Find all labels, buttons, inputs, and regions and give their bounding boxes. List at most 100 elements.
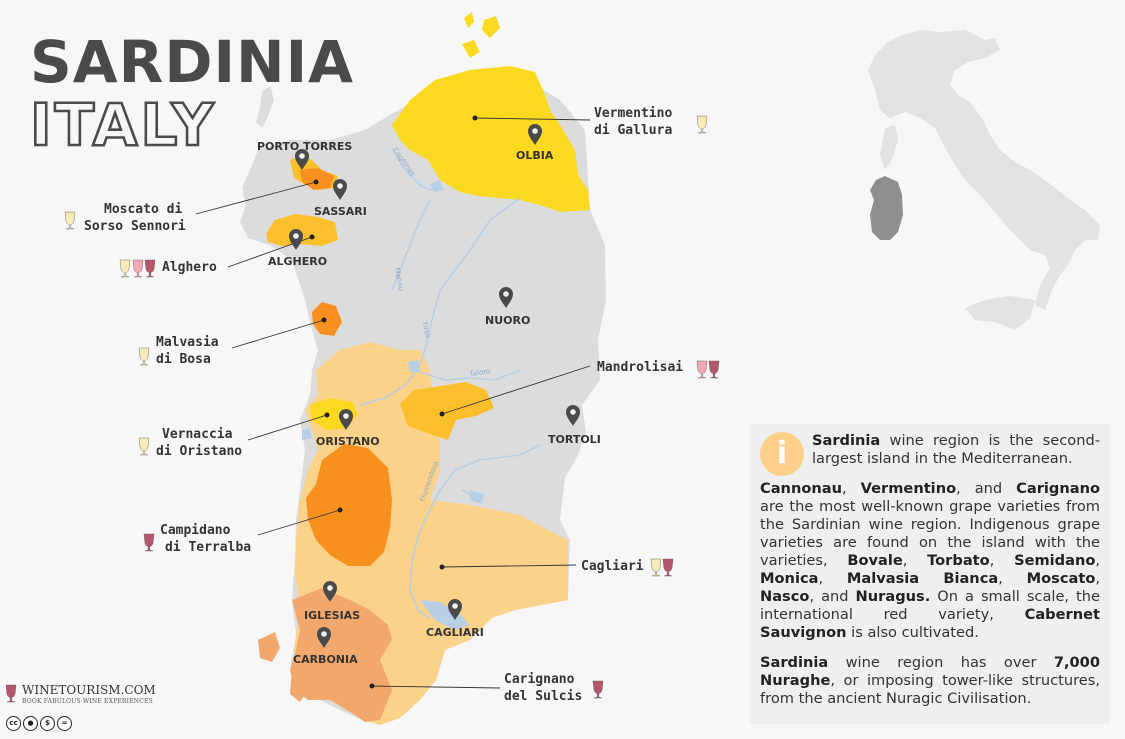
city-alghero: ALGHERO bbox=[268, 255, 327, 268]
river-label-mannu: Mannu bbox=[393, 267, 405, 292]
label-malvasia-1: Malvasia bbox=[156, 335, 219, 350]
info-p3-segment: wine region has over bbox=[828, 654, 1054, 671]
region-carignano-del-sulcis bbox=[290, 588, 392, 722]
region-moscato-orange-core bbox=[300, 168, 334, 190]
label-alghero: Alghero bbox=[162, 260, 217, 275]
rose-wine-glass-icon bbox=[132, 259, 144, 278]
cc-icon: cc bbox=[6, 716, 21, 731]
info-p2-segment: Monica bbox=[760, 570, 819, 587]
label-mandrolisai: Mandrolisai bbox=[597, 360, 683, 375]
red-wine-glass-icon bbox=[143, 533, 155, 552]
info-p2-segment: are the most well-known grape varieties … bbox=[760, 498, 1100, 569]
info-p2-segment: Malvasia Bianca bbox=[846, 570, 999, 587]
info-p2-segment: , bbox=[818, 570, 847, 587]
info-p2-segment: Semidano bbox=[1014, 552, 1096, 569]
label-vermentino-di-gallura-2: di Gallura bbox=[594, 123, 672, 138]
info-paragraph-1: Sardinia wine region is the second-large… bbox=[812, 432, 1100, 468]
city-nuoro: NUORO bbox=[485, 314, 530, 327]
italy-mainland bbox=[868, 30, 1100, 310]
info-paragraph-3: Sardinia wine region has over 7,000 Nura… bbox=[760, 654, 1100, 708]
info-p3-segment: Sardinia bbox=[760, 654, 829, 671]
label-vernaccia-2: di Oristano bbox=[156, 444, 242, 459]
map-title: SARDINIA bbox=[30, 28, 354, 96]
region-campidano-di-terralba bbox=[306, 444, 392, 566]
white-wine-glass-icon bbox=[138, 437, 150, 456]
info-panel: i Sardinia wine region is the second-lar… bbox=[750, 424, 1110, 724]
leader-dots bbox=[309, 115, 478, 689]
label-malvasia-2: di Bosa bbox=[156, 352, 211, 367]
label-carignano-1: Carignano bbox=[504, 672, 575, 687]
city-olbia: OLBIA bbox=[516, 149, 554, 162]
info-p2-segment: is also cultivated. bbox=[846, 624, 979, 641]
info-p2-segment: , and bbox=[809, 588, 856, 605]
city-carbonia: CARBONIA bbox=[293, 653, 358, 666]
nd-icon: = bbox=[57, 716, 72, 731]
label-vernaccia-1: Vernaccia bbox=[162, 427, 233, 442]
info-p2-segment: Cannonau bbox=[760, 480, 842, 497]
white-wine-glass-icon bbox=[119, 259, 131, 278]
city-cagliari: CAGLIARI bbox=[426, 626, 484, 639]
red-wine-glass-icon bbox=[708, 360, 720, 379]
info-p1-text: wine region is the second-largest island… bbox=[812, 432, 1100, 467]
leader-lines bbox=[195, 117, 591, 689]
info-p2-segment: , bbox=[998, 570, 1027, 587]
info-p2-segment: Bovale bbox=[847, 552, 903, 569]
info-p2-segment: , bbox=[1095, 552, 1101, 569]
city-sassari: SASSARI bbox=[314, 205, 367, 218]
maddalena-islands bbox=[462, 12, 500, 58]
info-p3-segment: , or imposing tower-like structures, fro… bbox=[760, 672, 1100, 707]
label-carignano-2: del Sulcis bbox=[504, 689, 582, 704]
info-p2-segment: Nasco bbox=[760, 588, 810, 605]
brand-glass-icon bbox=[5, 684, 17, 703]
region-mandrolisai bbox=[400, 382, 494, 440]
info-paragraph-2: Cannonau, Vermentino, and Carignano are … bbox=[760, 480, 1100, 642]
red-wine-glass-icon bbox=[144, 259, 156, 278]
label-vermentino-di-gallura-1: Vermentino bbox=[594, 106, 672, 121]
city-oristano: ORISTANO bbox=[316, 435, 380, 448]
region-malvasia-di-bosa bbox=[312, 302, 342, 336]
asinara-island bbox=[256, 86, 274, 128]
info-p2-segment: Cabernet Sauvignon bbox=[760, 606, 1100, 641]
region-vermentino-di-gallura bbox=[392, 66, 590, 212]
brand-tagline: BOOK FABULOUS WINE EXPERIENCES bbox=[22, 698, 153, 705]
sant-antioco-island bbox=[258, 632, 308, 702]
label-campidano-2: di Terralba bbox=[165, 540, 251, 555]
sardinia-highlight bbox=[870, 176, 903, 240]
red-wine-glass-icon bbox=[592, 680, 604, 699]
white-wine-glass-icon bbox=[138, 347, 150, 366]
corsica-island bbox=[880, 125, 898, 170]
rose-wine-glass-icon bbox=[696, 360, 708, 379]
info-p2-segment: On a small scale, the international red … bbox=[760, 588, 1101, 623]
info-p2-segment: Moscato bbox=[1026, 570, 1096, 587]
info-p2-segment: Nuragus. bbox=[855, 588, 931, 605]
info-p2-segment: Vermentino bbox=[860, 480, 957, 497]
info-p2-segment: Carignano bbox=[1016, 480, 1101, 497]
info-p2-segment: , bbox=[989, 552, 1015, 569]
by-icon: ● bbox=[23, 716, 38, 731]
info-p2-segment: , bbox=[902, 552, 928, 569]
city-tortoli: TORTOLI bbox=[548, 433, 601, 446]
red-wine-glass-icon bbox=[662, 558, 674, 577]
region-alghero bbox=[266, 214, 338, 246]
info-p1-bold: Sardinia bbox=[812, 432, 881, 449]
white-wine-glass-icon bbox=[650, 558, 662, 577]
map-subtitle: ITALY bbox=[30, 91, 216, 159]
info-p2-segment: , bbox=[842, 480, 861, 497]
info-icon: i bbox=[760, 432, 804, 476]
info-p2-segment: , bbox=[1095, 570, 1100, 587]
white-wine-glass-icon bbox=[64, 211, 76, 230]
river-label-taloro: Taloro bbox=[468, 367, 491, 378]
white-wine-glass-icon bbox=[696, 115, 708, 134]
city-porto-torres: PORTO TORRES bbox=[257, 140, 352, 153]
rivers bbox=[359, 147, 541, 619]
license-badges[interactable]: cc ● $ = bbox=[6, 716, 72, 731]
label-cagliari: Cagliari bbox=[581, 559, 644, 574]
info-p3-segment: 7,000 Nuraghe bbox=[760, 654, 1100, 689]
info-p2-segment: Torbato bbox=[927, 552, 990, 569]
info-p2-segment: , and bbox=[956, 480, 1017, 497]
city-iglesias: IGLESIAS bbox=[304, 609, 360, 622]
nc-icon: $ bbox=[40, 716, 55, 731]
sicily-island bbox=[965, 296, 1035, 330]
brand-name: WINETOURISM.COM bbox=[22, 683, 156, 697]
